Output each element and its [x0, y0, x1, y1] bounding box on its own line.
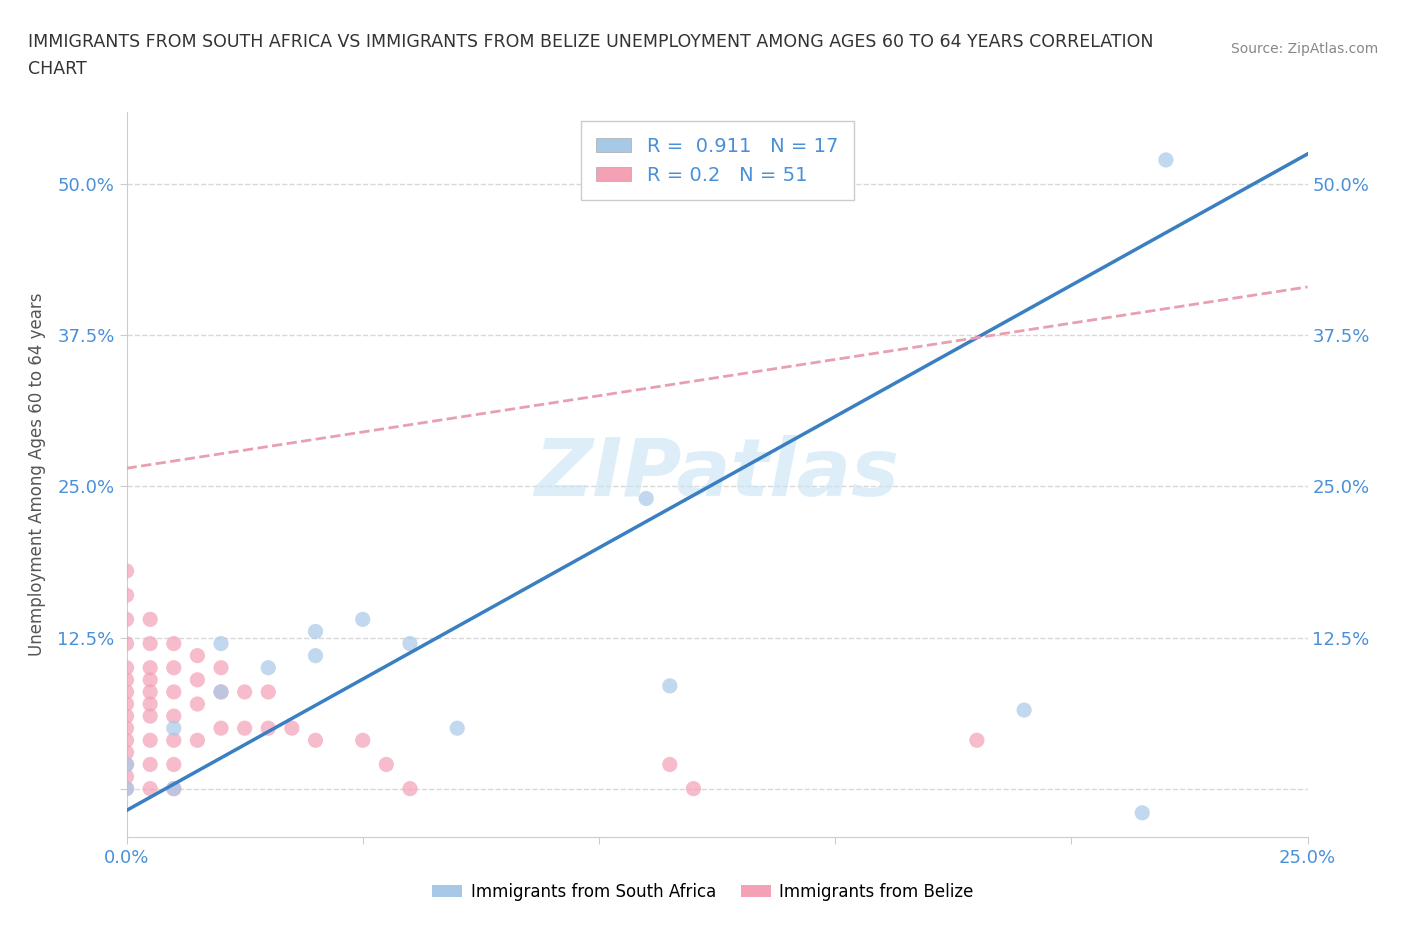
Point [399, 781, 422, 796]
Point [209, 684, 232, 699]
Point [139, 684, 162, 699]
Point [304, 733, 326, 748]
Point [163, 660, 186, 675]
Point [209, 721, 232, 736]
Point [375, 757, 398, 772]
Point [139, 757, 162, 772]
Point [115, 709, 138, 724]
Text: IMMIGRANTS FROM SOUTH AFRICA VS IMMIGRANTS FROM BELIZE UNEMPLOYMENT AMONG AGES 6: IMMIGRANTS FROM SOUTH AFRICA VS IMMIGRAN… [28, 33, 1153, 50]
Point [139, 612, 162, 627]
Point [233, 684, 256, 699]
Point [115, 733, 138, 748]
Point [115, 781, 138, 796]
Point [352, 612, 374, 627]
Point [257, 684, 280, 699]
Point [163, 721, 186, 736]
Point [163, 757, 186, 772]
Point [139, 672, 162, 687]
Point [233, 721, 256, 736]
Point [682, 781, 704, 796]
Text: Source: ZipAtlas.com: Source: ZipAtlas.com [1230, 42, 1378, 56]
Point [257, 721, 280, 736]
Point [139, 636, 162, 651]
Point [304, 648, 326, 663]
Point [115, 757, 138, 772]
Legend: R =  0.911   N = 17, R = 0.2   N = 51: R = 0.911 N = 17, R = 0.2 N = 51 [581, 121, 853, 200]
Point [139, 709, 162, 724]
Point [186, 733, 208, 748]
Point [163, 781, 186, 796]
Point [115, 769, 138, 784]
Point [163, 684, 186, 699]
Point [281, 721, 304, 736]
Point [446, 721, 468, 736]
Point [186, 672, 208, 687]
Point [115, 757, 138, 772]
Point [1154, 153, 1177, 167]
Text: CHART: CHART [28, 60, 87, 78]
Point [1012, 703, 1035, 718]
Point [115, 636, 138, 651]
Point [115, 781, 138, 796]
Point [115, 612, 138, 627]
Point [257, 660, 280, 675]
Point [115, 684, 138, 699]
Point [139, 660, 162, 675]
Point [139, 733, 162, 748]
Point [139, 781, 162, 796]
Legend: Immigrants from South Africa, Immigrants from Belize: Immigrants from South Africa, Immigrants… [426, 876, 980, 908]
Point [163, 733, 186, 748]
Point [658, 679, 681, 694]
Point [186, 697, 208, 711]
Point [636, 491, 658, 506]
Point [209, 684, 232, 699]
Point [115, 588, 138, 603]
Point [658, 757, 681, 772]
Point [115, 660, 138, 675]
Text: ZIPatlas: ZIPatlas [534, 435, 900, 513]
Point [115, 564, 138, 578]
Point [115, 672, 138, 687]
Point [163, 781, 186, 796]
Point [115, 721, 138, 736]
Point [139, 697, 162, 711]
Point [399, 636, 422, 651]
Point [186, 648, 208, 663]
Point [352, 733, 374, 748]
Point [163, 636, 186, 651]
Point [209, 636, 232, 651]
Point [304, 624, 326, 639]
Point [966, 733, 988, 748]
Point [209, 660, 232, 675]
Point [163, 709, 186, 724]
Point [1130, 805, 1153, 820]
Point [115, 697, 138, 711]
Point [115, 745, 138, 760]
Y-axis label: Unemployment Among Ages 60 to 64 years: Unemployment Among Ages 60 to 64 years [28, 293, 46, 656]
